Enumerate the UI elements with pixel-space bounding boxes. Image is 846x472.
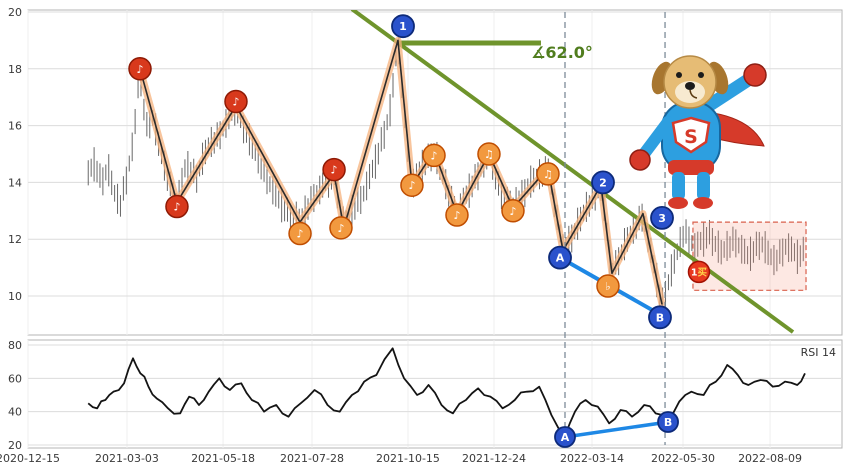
angle-annotation: ∡62.0°	[531, 43, 593, 62]
svg-text:♪: ♪	[173, 201, 180, 214]
wave-count-marker-B: B	[648, 305, 672, 330]
svg-text:B: B	[664, 416, 672, 429]
svg-text:A: A	[556, 252, 565, 265]
svg-text:A: A	[561, 431, 570, 444]
wave-count-marker-2: 2	[591, 170, 615, 195]
rsi-wave-marker-A: A	[554, 426, 576, 448]
note-marker: ♫	[536, 162, 560, 186]
note-marker: ♪	[501, 199, 525, 223]
note-marker: ♪	[445, 203, 469, 227]
svg-text:1买: 1买	[691, 267, 708, 278]
note-marker: ♪	[329, 216, 353, 240]
dog-leg	[697, 172, 710, 200]
dog-left-glove	[629, 149, 651, 171]
wave-count-marker-3: 3	[650, 205, 674, 230]
note-marker: ♪	[165, 194, 189, 219]
price-y-tick-label: 10	[8, 290, 22, 303]
note-marker: ♪	[128, 57, 152, 81]
svg-text:1: 1	[399, 20, 407, 33]
x-tick-label: 2021-03-03	[95, 452, 159, 465]
axis-label-layer: 2020-12-15 2021-03-03 2021-05-18 2021-07-28…	[0, 6, 802, 465]
x-tick-label: 2020-12-15	[0, 452, 60, 465]
svg-text:♪: ♪	[408, 179, 415, 192]
svg-text:♪: ♪	[431, 149, 438, 162]
svg-text:♪: ♪	[136, 63, 143, 76]
note-marker: ♪	[288, 221, 312, 246]
price-y-tick-label: 20	[8, 6, 22, 19]
target-zone-box	[692, 221, 807, 291]
dog-leg	[672, 172, 685, 200]
rsi-y-tick-label: 60	[8, 372, 22, 385]
x-tick-label: 2022-05-30	[651, 452, 715, 465]
price-y-tick-label: 18	[8, 63, 22, 76]
svg-text:♪: ♪	[337, 222, 344, 235]
note-marker: ♪	[400, 173, 424, 197]
svg-text:♭: ♭	[605, 280, 610, 293]
svg-text:♪: ♪	[297, 228, 304, 241]
note-marker: ♪	[422, 143, 446, 168]
dog-trunks	[668, 160, 714, 175]
x-tick-label: 2021-05-18	[191, 452, 255, 465]
rsi-y-tick-label: 20	[8, 439, 22, 452]
svg-text:♪: ♪	[453, 209, 460, 222]
rsi-line	[87, 347, 806, 436]
dog-shield-letter: S	[684, 126, 698, 148]
dog-eye	[676, 72, 682, 78]
marker-layer: ♪ ♪ ♪ ♪ ♪ ♪ ♪ ♪ ♪ ♫ ♪ ♫ ♭ 1 2 3 A B A B 1买	[128, 14, 711, 448]
rsi-y-tick-label: 40	[8, 406, 22, 419]
svg-text:♫: ♫	[484, 148, 494, 161]
dog-eye	[698, 72, 704, 78]
wave-count-marker-A: A	[548, 245, 572, 270]
svg-text:♪: ♪	[232, 95, 239, 108]
dog-mouth	[689, 89, 698, 99]
svg-text:2: 2	[599, 176, 607, 189]
dog-mascot-illustration: S	[629, 55, 767, 209]
dog-boot	[668, 197, 688, 209]
dog-nose	[685, 82, 695, 90]
x-tick-label: 2022-08-09	[738, 452, 802, 465]
dog-fist-glove	[743, 63, 767, 87]
rsi-y-tick-label: 80	[8, 339, 22, 352]
svg-text:♫: ♫	[543, 168, 553, 181]
dog-s-shield	[671, 116, 711, 154]
svg-text:♪: ♪	[509, 205, 516, 218]
note-marker: ♫	[477, 142, 501, 166]
price-panel	[87, 10, 807, 334]
svg-text:♪: ♪	[331, 164, 338, 177]
rsi-wave-marker-B: B	[657, 411, 679, 433]
x-tick-label: 2022-03-14	[560, 452, 624, 465]
x-tick-label: 2021-07-28	[280, 452, 344, 465]
rsi-ab-line	[563, 420, 670, 439]
svg-text:B: B	[656, 311, 664, 324]
descending-trendline	[350, 10, 795, 334]
x-tick-label: 2021-10-15	[376, 452, 440, 465]
svg-text:3: 3	[658, 212, 666, 225]
note-marker: ♪	[322, 157, 346, 182]
price-y-tick-label: 16	[8, 120, 22, 133]
price-y-tick-label: 12	[8, 233, 22, 246]
zigzag-wave-line	[139, 39, 663, 305]
rsi-panel-label: RSI 14	[801, 346, 836, 359]
note-marker: ♪	[224, 89, 248, 114]
note-marker: ♭	[596, 274, 620, 298]
dog-raised-arm	[695, 73, 755, 117]
x-tick-label: 2021-12-24	[462, 452, 526, 465]
wave-count-marker-1: 1	[391, 14, 415, 39]
price-y-tick-label: 14	[8, 176, 22, 189]
dog-left-arm	[638, 116, 674, 160]
rsi-panel	[87, 347, 806, 439]
buy-signal-marker: 1买	[687, 260, 711, 284]
dog-boot	[693, 197, 713, 209]
